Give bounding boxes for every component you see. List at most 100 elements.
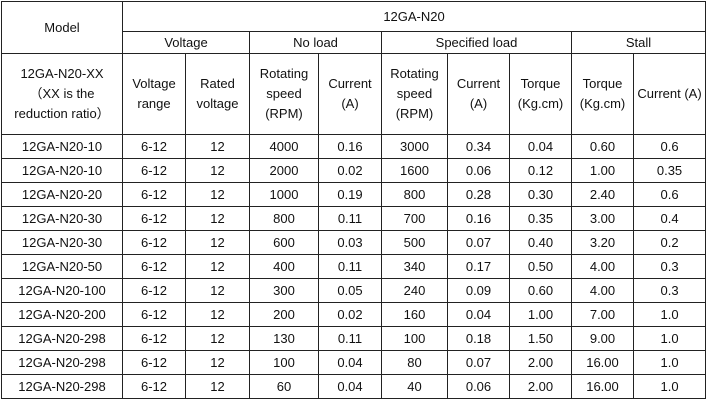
cell-stall-torque: 4.00 [571, 254, 634, 279]
cell-stall-torque: 2.40 [571, 182, 634, 207]
header-group-specified-load: Specified load [381, 31, 572, 54]
cell-model: 12GA-N20-30 [1, 206, 123, 231]
cell-stall-torque: 3.00 [571, 206, 634, 231]
cell-noload-current: 0.11 [318, 206, 382, 231]
cell-voltage-range: 6-12 [122, 254, 186, 279]
cell-noload-current: 0.11 [318, 254, 382, 279]
cell-load-torque: 0.60 [509, 278, 572, 303]
cell-stall-current: 0.2 [632, 230, 707, 255]
cell-model: 12GA-N20-50 [1, 254, 123, 279]
cell-load-speed: 3000 [381, 134, 448, 159]
cell-load-torque: 1.00 [509, 302, 572, 327]
table-row: 12GA-N20-50 6-12 12 400 0.11 340 0.17 0.50 4.00 0… [1, 254, 707, 279]
header-load-current: Current (A) [447, 53, 510, 135]
cell-noload-speed: 4000 [249, 134, 319, 159]
cell-noload-speed: 600 [249, 230, 319, 255]
cell-load-current: 0.18 [447, 326, 510, 351]
cell-load-speed: 800 [381, 182, 448, 207]
cell-stall-current: 1.0 [632, 326, 707, 351]
cell-stall-current: 0.4 [632, 206, 707, 231]
header-load-speed: Rotating speed (RPM) [381, 53, 448, 135]
table-row: 12GA-N20-100 6-12 12 300 0.05 240 0.09 0.60 4.00… [1, 278, 707, 303]
header-group-voltage: Voltage [122, 31, 250, 54]
cell-rated-voltage: 12 [185, 278, 250, 303]
data-rows: 12GA-N20-10 6-12 12 4000 0.16 3000 0.34 0.04 0.6… [1, 134, 707, 399]
cell-noload-speed: 100 [249, 350, 319, 375]
cell-model: 12GA-N20-10 [1, 158, 123, 183]
cell-stall-current: 0.6 [632, 134, 707, 159]
cell-stall-torque: 16.00 [571, 350, 634, 375]
cell-load-torque: 0.35 [509, 206, 572, 231]
cell-load-speed: 700 [381, 206, 448, 231]
cell-stall-current: 0.6 [632, 182, 707, 207]
cell-model: 12GA-N20-200 [1, 302, 123, 327]
cell-stall-torque: 0.60 [571, 134, 634, 159]
cell-voltage-range: 6-12 [122, 326, 186, 351]
cell-load-speed: 1600 [381, 158, 448, 183]
table-row: 12GA-N20-10 6-12 12 4000 0.16 3000 0.34 0.04 0.6… [1, 134, 707, 159]
header-group-no-load: No load [249, 31, 382, 54]
table-row: 12GA-N20-298 6-12 12 130 0.11 100 0.18 1.50 9.00… [1, 326, 707, 351]
cell-rated-voltage: 12 [185, 254, 250, 279]
cell-stall-current: 0.3 [632, 278, 707, 303]
cell-load-current: 0.16 [447, 206, 510, 231]
cell-noload-current: 0.02 [318, 158, 382, 183]
cell-noload-speed: 800 [249, 206, 319, 231]
cell-stall-torque: 7.00 [571, 302, 634, 327]
cell-voltage-range: 6-12 [122, 350, 186, 375]
cell-load-torque: 0.04 [509, 134, 572, 159]
cell-noload-speed: 300 [249, 278, 319, 303]
cell-voltage-range: 6-12 [122, 158, 186, 183]
cell-voltage-range: 6-12 [122, 134, 186, 159]
cell-load-current: 0.09 [447, 278, 510, 303]
cell-load-torque: 2.00 [509, 374, 572, 399]
cell-load-current: 0.07 [447, 350, 510, 375]
table-row: 12GA-N20-10 6-12 12 2000 0.02 1600 0.06 0.12 1.0… [1, 158, 707, 183]
cell-voltage-range: 6-12 [122, 374, 186, 399]
cell-load-speed: 80 [381, 350, 448, 375]
cell-stall-current: 0.35 [632, 158, 707, 183]
cell-rated-voltage: 12 [185, 302, 250, 327]
table-row: 12GA-N20-200 6-12 12 200 0.02 160 0.04 1.00 7.00… [1, 302, 707, 327]
cell-rated-voltage: 12 [185, 182, 250, 207]
table-row: 12GA-N20-20 6-12 12 1000 0.19 800 0.28 0.30 2.40… [1, 182, 707, 207]
cell-voltage-range: 6-12 [122, 302, 186, 327]
cell-stall-torque: 3.20 [571, 230, 634, 255]
header-stall-torque: Torque (Kg.cm) [571, 53, 634, 135]
cell-model: 12GA-N20-298 [1, 350, 123, 375]
header-stall-current: Current (A) [632, 53, 707, 135]
table-row: 12GA-N20-298 6-12 12 60 0.04 40 0.06 2.00 16.00 1… [1, 374, 707, 399]
cell-load-speed: 240 [381, 278, 448, 303]
cell-model: 12GA-N20-10 [1, 134, 123, 159]
header-row-columns: 12GA-N20-XX （XX is the reduction ratio） … [1, 53, 707, 135]
cell-noload-current: 0.04 [318, 374, 382, 399]
cell-noload-current: 0.04 [318, 350, 382, 375]
cell-load-speed: 160 [381, 302, 448, 327]
cell-load-current: 0.28 [447, 182, 510, 207]
cell-load-speed: 500 [381, 230, 448, 255]
cell-voltage-range: 6-12 [122, 278, 186, 303]
motor-spec-table: Model 12GA-N20 Voltage No load Specified… [1, 1, 707, 399]
cell-model: 12GA-N20-20 [1, 182, 123, 207]
cell-load-torque: 0.30 [509, 182, 572, 207]
cell-voltage-range: 6-12 [122, 230, 186, 255]
cell-load-current: 0.34 [447, 134, 510, 159]
cell-stall-current: 1.0 [632, 350, 707, 375]
header-group-stall: Stall [570, 31, 707, 54]
header-rated-voltage: Rated voltage [185, 53, 250, 135]
cell-stall-torque: 16.00 [571, 374, 634, 399]
header-load-torque: Torque (Kg.cm) [509, 53, 572, 135]
header-row-product: Model 12GA-N20 [1, 1, 707, 54]
cell-rated-voltage: 12 [185, 230, 250, 255]
cell-rated-voltage: 12 [185, 350, 250, 375]
cell-stall-current: 1.0 [632, 374, 707, 399]
cell-model: 12GA-N20-30 [1, 230, 123, 255]
cell-load-speed: 100 [381, 326, 448, 351]
cell-rated-voltage: 12 [185, 158, 250, 183]
header-voltage-range: Voltage range [122, 53, 186, 135]
cell-load-speed: 40 [381, 374, 448, 399]
cell-load-current: 0.04 [447, 302, 510, 327]
cell-model: 12GA-N20-298 [1, 374, 123, 399]
cell-load-torque: 1.50 [509, 326, 572, 351]
header-model: Model [1, 1, 123, 54]
